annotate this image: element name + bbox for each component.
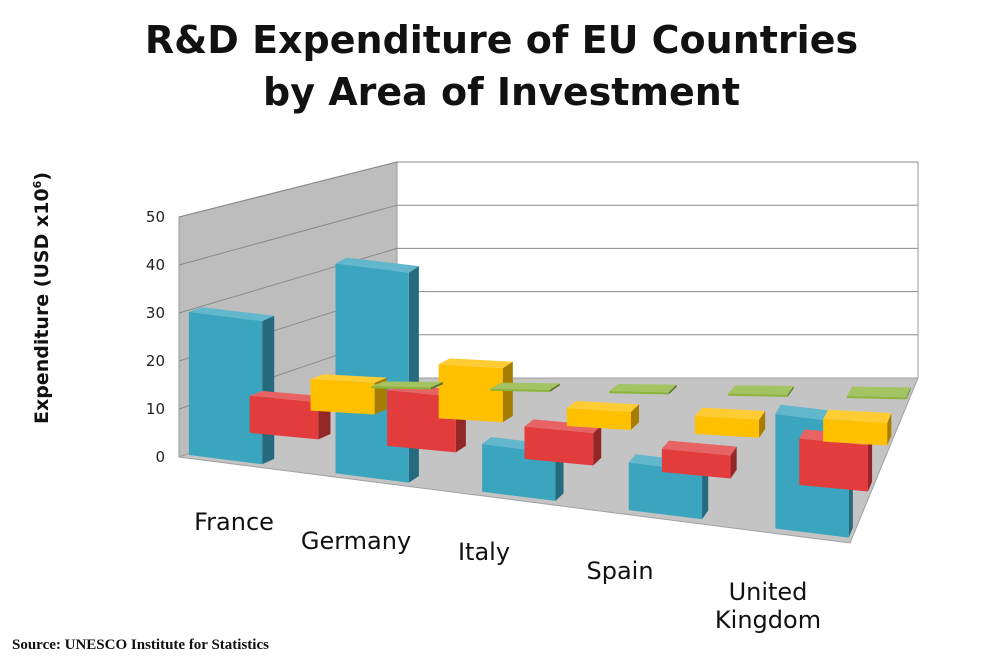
bar-side (867, 435, 873, 492)
bar (335, 257, 419, 483)
bar-top (524, 419, 602, 433)
bar-front (799, 438, 868, 492)
bar-front (823, 419, 888, 446)
bar (524, 419, 602, 466)
bar-top (847, 386, 911, 398)
back-wall (396, 161, 919, 379)
bar-side (906, 387, 911, 400)
bar-top (371, 381, 443, 388)
bar-front (694, 415, 760, 438)
source-note: Source: UNESCO Institute for Statistics (12, 637, 269, 653)
bar-side (262, 315, 275, 465)
bar-side (668, 384, 677, 395)
category-labels: France Germany Italy Spain United Kingdom (194, 508, 821, 634)
bar-side (630, 404, 639, 430)
bar-front (524, 426, 594, 466)
bar-side (730, 446, 737, 479)
category-label-line: Kingdom (715, 606, 821, 634)
bar-top (566, 401, 639, 412)
bar-front (609, 391, 669, 395)
bar-front (188, 311, 263, 465)
bar-side (787, 386, 794, 397)
gridline-side (178, 161, 398, 218)
bar-top (728, 385, 794, 395)
bar-side (502, 361, 513, 423)
bar (823, 409, 892, 446)
bar-side (702, 462, 709, 520)
bar-front (728, 393, 788, 397)
bar-front (566, 408, 631, 430)
bar-front (661, 448, 731, 479)
bar-front (371, 386, 431, 390)
y-tick-label: 30 (146, 304, 165, 322)
bar-front (438, 364, 503, 423)
bar-front (387, 390, 456, 453)
bar (490, 382, 560, 393)
bar (728, 385, 794, 397)
bar-side (408, 266, 419, 483)
bar-top (438, 358, 513, 369)
bars (188, 257, 911, 538)
bar-top (335, 257, 419, 273)
category-label: Germany (301, 527, 411, 555)
bar-front (310, 379, 375, 415)
y-tick-label: 50 (146, 208, 165, 226)
bar-top (609, 384, 677, 393)
category-label: France (194, 508, 274, 536)
bar (310, 374, 387, 415)
bar-side (887, 413, 892, 446)
category-label-line: United (729, 578, 808, 606)
bar-side (549, 383, 560, 393)
bar-top (490, 382, 560, 390)
y-tick-label: 40 (146, 256, 165, 274)
bar (847, 386, 911, 400)
bar-top (661, 440, 737, 456)
category-label: United Kingdom (715, 578, 821, 634)
bar-top (694, 407, 766, 420)
bar-top (310, 374, 387, 383)
bar (694, 407, 766, 438)
chart-title-line-2: by Area of Investment (263, 70, 740, 114)
bar (609, 384, 677, 395)
category-label: Italy (458, 538, 510, 566)
bar (438, 358, 513, 423)
chart-title: R&D Expenditure of EU Countries by Area … (0, 14, 1003, 118)
bar (188, 307, 275, 465)
y-tick-label: 0 (155, 448, 165, 466)
y-tick-label: 20 (146, 352, 165, 370)
gridline-side (178, 247, 398, 314)
gridline-side (178, 204, 398, 266)
bar-side (593, 425, 602, 466)
bar-front (249, 395, 319, 440)
bar (661, 440, 737, 479)
chart-title-line-1: R&D Expenditure of EU Countries (144, 18, 859, 62)
bar-top (188, 307, 275, 322)
bar-front (335, 263, 409, 483)
bar (566, 401, 639, 430)
bar-front (490, 388, 550, 393)
bar-side (759, 410, 766, 438)
bar-top (823, 409, 892, 423)
bar-top (249, 390, 331, 403)
bar-side (430, 382, 443, 390)
bar-front (847, 395, 907, 400)
y-tick-labels: 0 10 20 30 40 50 (146, 208, 165, 466)
y-tick-label: 10 (146, 400, 165, 418)
bar-front (628, 462, 703, 520)
category-label: Spain (586, 557, 653, 585)
bar (371, 381, 443, 390)
